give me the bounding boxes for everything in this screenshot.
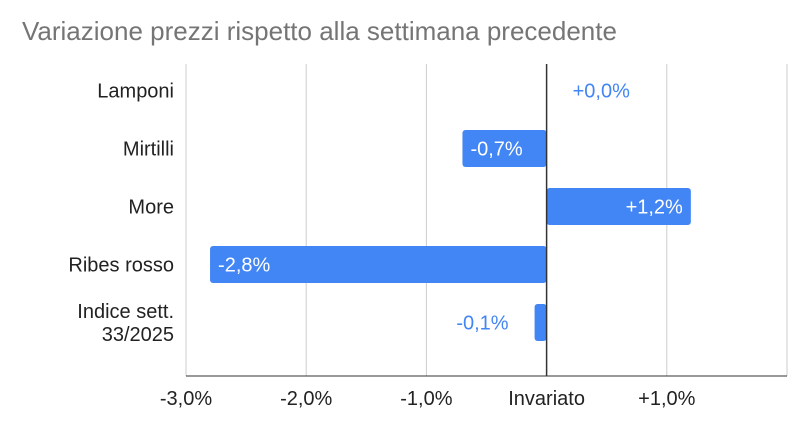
x-tick-label: -3,0% bbox=[160, 388, 212, 410]
x-tick-label: -2,0% bbox=[280, 388, 332, 410]
bar-2 bbox=[546, 188, 691, 225]
x-tick-label: -1,0% bbox=[400, 388, 452, 410]
bar-1 bbox=[462, 130, 547, 167]
data-label: -0,7% bbox=[470, 139, 522, 161]
x-tick-label: Invariato bbox=[508, 388, 585, 410]
data-label: -0,1% bbox=[456, 313, 508, 335]
bar-3 bbox=[210, 246, 547, 283]
category-label: More bbox=[128, 197, 174, 219]
data-label: +0,0% bbox=[573, 81, 630, 103]
category-label: Ribes rosso bbox=[68, 255, 174, 277]
chart-title: Variazione prezzi rispetto alla settiman… bbox=[22, 16, 617, 46]
category-label: Indice sett. 33/2025 bbox=[77, 301, 174, 346]
category-label: Lamponi bbox=[97, 81, 174, 103]
data-label: +1,2% bbox=[626, 197, 683, 219]
bar-4 bbox=[534, 304, 547, 341]
data-label: -2,8% bbox=[218, 255, 270, 277]
category-label: Mirtilli bbox=[123, 139, 174, 161]
x-tick-label: +1,0% bbox=[638, 388, 695, 410]
